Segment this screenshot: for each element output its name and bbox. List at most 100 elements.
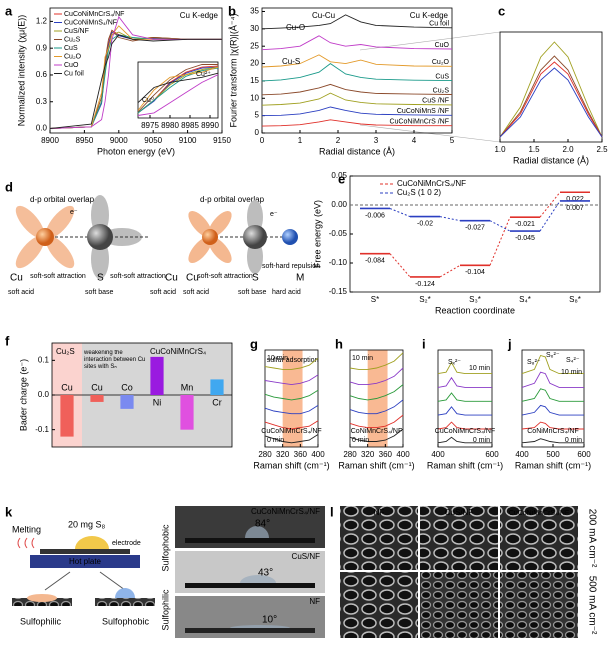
x-axis-label: Raman shift (cm⁻¹) <box>253 460 329 470</box>
atom <box>243 225 267 249</box>
legend-label: Cu₂S <box>433 87 450 94</box>
orbital <box>247 200 263 274</box>
atom-label: Cu <box>186 273 199 284</box>
x-tick-label: 400 <box>431 450 445 459</box>
series-line <box>49 29 222 129</box>
sem-image <box>340 572 418 638</box>
x-tick-label: 2.5 <box>596 145 608 154</box>
atom-label: S <box>97 273 104 284</box>
series-line <box>521 371 584 388</box>
series-line <box>499 67 603 138</box>
atom-label: M <box>296 273 304 284</box>
y-tick-label: 35 <box>250 7 259 16</box>
x-tick-label: 360 <box>379 450 393 459</box>
x-tick-label: 1.5 <box>528 145 540 154</box>
bar <box>210 379 224 395</box>
panel-label: e <box>338 171 345 186</box>
y-axis-label: Bader charge (e⁻) <box>18 359 28 431</box>
atom <box>202 229 218 245</box>
label: 20 mg S₈ <box>68 519 106 529</box>
annotation: 10 min <box>352 355 373 362</box>
category-label: Ni <box>153 397 162 407</box>
legend-label: CuS/NF <box>64 28 89 35</box>
legend-label: Cu₂S (1 0 2) <box>397 188 441 197</box>
annotation: 0 min <box>565 437 582 444</box>
x-tick-label: S₈* <box>569 295 581 304</box>
series-line <box>349 384 404 401</box>
y-tick-label: -0.1 <box>35 425 49 434</box>
series-line <box>437 406 492 416</box>
annotation: 0 min <box>267 437 284 444</box>
label: Sulfophobic <box>160 524 170 572</box>
series-line <box>137 66 219 111</box>
series-line <box>264 434 319 444</box>
panel-l: l NF CuS/NF CuCoNiMnCrS₄/NF 200 mA cm⁻² … <box>330 504 597 638</box>
panel-label: l <box>330 504 334 519</box>
y-tick-label: 0.3 <box>36 97 48 106</box>
x-axis-label: Photon energy (eV) <box>97 146 175 156</box>
series-line <box>437 361 492 375</box>
y-tick-label: -0.15 <box>329 287 348 296</box>
value-label: -0.084 <box>365 258 385 265</box>
y-tick-label: 1.2 <box>36 17 48 26</box>
panel-label: b <box>228 3 236 18</box>
plot-frame <box>49 7 223 134</box>
atom <box>36 228 54 246</box>
column-label: CuCoNiMnCrS₄/NF <box>509 510 569 517</box>
bond-label: soft-soft attraction <box>197 273 253 280</box>
value-label: -0.104 <box>465 269 485 276</box>
hot-plate <box>30 555 140 568</box>
foam <box>95 598 155 606</box>
x-tick-label: 1.0 <box>494 145 506 154</box>
drop <box>115 588 135 598</box>
diagram-title: d-p orbital overlap <box>30 195 95 204</box>
x-axis-label: Radial distance (Å) <box>319 146 395 156</box>
type-label: soft acid <box>183 289 209 296</box>
photo-label: CuS/NF <box>292 552 321 561</box>
chart: 8975 8980 8985 8990 Cu⁰ Cu²⁺ <box>137 61 219 130</box>
x-axis-label: Radial distance (Å) <box>513 155 589 165</box>
connector <box>489 220 511 232</box>
value-label: -0.027 <box>465 225 485 232</box>
x-tick-label: 400 <box>515 450 529 459</box>
label: Hot plate <box>69 557 102 566</box>
panel-label: d <box>5 179 13 194</box>
row-label: 500 mA cm⁻² <box>586 576 597 635</box>
legend-label: CuCoNiMnCrS₄/NF <box>64 11 124 18</box>
category-label: Cu <box>91 382 103 392</box>
x-tick-label: 2 <box>336 136 341 145</box>
y-axis-label: Free energy (eV) <box>312 200 322 268</box>
sem-image <box>420 572 498 638</box>
series-line <box>261 83 453 96</box>
label: Sulfophilic <box>20 616 62 626</box>
x-tick-label: S* <box>371 295 379 304</box>
x-tick-label: 2.0 <box>562 145 574 154</box>
x-tick-label: 1 <box>298 136 303 145</box>
series-line <box>264 357 319 370</box>
sem-image <box>420 506 498 570</box>
sample-label: CuCoNiMnCrS₄/NF <box>435 428 495 435</box>
column-label: CuS/NF <box>445 508 474 517</box>
y-tick-label: 0 <box>255 128 260 137</box>
value-label: -0.02 <box>417 220 433 227</box>
x-tick-label: 8975 <box>141 121 159 130</box>
series-line <box>499 41 603 138</box>
chart: e -0.15 -0.10 -0.05 0.00 0.05 Reaction coordin… <box>312 171 601 315</box>
y-tick-label: 0.1 <box>38 355 50 364</box>
x-tick-label: 400 <box>311 450 325 459</box>
x-tick-label: S₄* <box>519 295 531 304</box>
series-line <box>499 55 603 138</box>
legend-label: CuS /NF <box>422 98 449 105</box>
y-axis-label: Fourier transform |χ(R)|(Å⁻⁴) <box>228 13 238 127</box>
value-label: 0.007 <box>566 205 584 212</box>
category-label: Cu <box>61 382 73 392</box>
atom-label: S <box>252 273 259 284</box>
x-tick-label: S₂* <box>419 295 431 304</box>
sulfur-drop <box>75 536 109 549</box>
heat-icon <box>17 537 35 549</box>
series-line <box>521 354 584 375</box>
row-label: 200 mA cm⁻² <box>586 509 597 568</box>
panel-label: k <box>5 504 13 519</box>
orbital <box>15 205 75 269</box>
